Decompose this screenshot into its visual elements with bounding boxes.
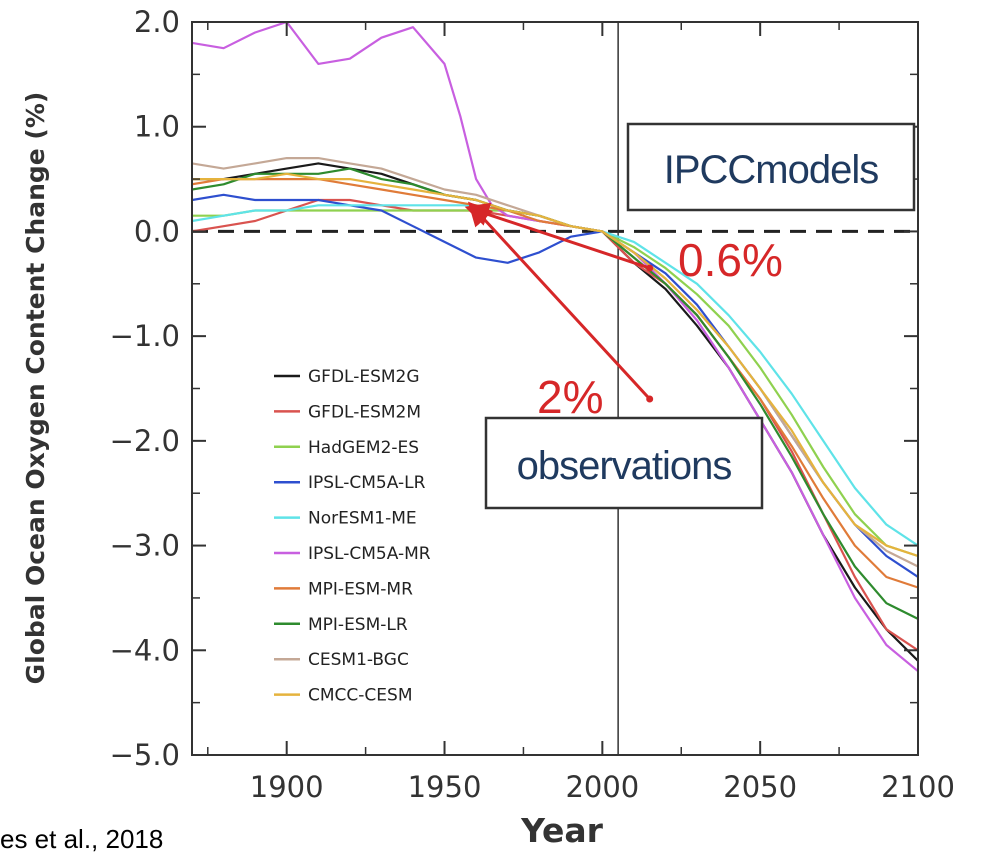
observations-arrow-end <box>646 395 654 403</box>
legend-label: GFDL-ESM2G <box>308 367 420 387</box>
legend-label: MPI-ESM-MR <box>308 579 413 599</box>
y-tick-label: −4.0 <box>110 633 180 667</box>
x-tick-label: 1950 <box>408 770 482 804</box>
legend: GFDL-ESM2G GFDL-ESM2M HadGEM2-ES IPSL-CM5A-… <box>274 367 431 706</box>
legend-label: MPI-ESM-LR <box>308 615 408 635</box>
x-tick-label: 2000 <box>565 770 639 804</box>
legend-label: CESM1-BGC <box>308 650 409 670</box>
y-tick-label: 0.0 <box>134 214 180 248</box>
ipcc-models-label: IPCCmodels <box>664 148 879 192</box>
legend-label: HadGEM2-ES <box>308 438 419 458</box>
observations-change-label: 2% <box>537 371 603 423</box>
legend-label: NorESM1-ME <box>308 509 417 529</box>
annotations: IPCCmodels observations 0.6% 2% <box>464 122 916 510</box>
observations-label: observations <box>517 444 732 488</box>
series-line-ipsl-cm5a-mr <box>192 22 918 673</box>
y-tick-label: −5.0 <box>110 738 180 772</box>
ipcc-arrow-end <box>646 264 654 272</box>
x-tick-label: 2100 <box>881 770 955 804</box>
y-tick-label: −3.0 <box>110 529 180 563</box>
ipcc-arrow <box>464 202 651 270</box>
series-layer <box>192 22 918 673</box>
ipcc-models-box <box>626 122 916 212</box>
y-tick-label: −1.0 <box>110 319 180 353</box>
y-tick-label: −2.0 <box>110 424 180 458</box>
y-axis-title: Global Ocean Oxygen Content Change (%) <box>21 92 50 685</box>
ipcc-change-label: 0.6% <box>678 234 783 286</box>
observations-arrow <box>467 201 651 400</box>
x-tick-label: 2050 <box>723 770 797 804</box>
legend-label: GFDL-ESM2M <box>308 402 421 422</box>
observations-box <box>484 416 764 510</box>
x-tick-label: 1900 <box>250 770 324 804</box>
legend-label: CMCC-CESM <box>308 686 412 706</box>
plot-area <box>192 22 918 755</box>
series-line-cmcc-cesm <box>192 172 918 558</box>
legend-label: IPSL-CM5A-LR <box>308 473 426 493</box>
y-tick-label: 1.0 <box>134 110 180 144</box>
y-tick-label: 2.0 <box>134 5 180 39</box>
x-axis-title: Year <box>520 811 604 850</box>
legend-label: IPSL-CM5A-MR <box>308 544 431 564</box>
axes: 1900 1950 2000 2050 2100 2.0 1.0 0.0 −1.0 −2.0 −3.… <box>110 5 955 804</box>
citation: es et al., 2018 <box>0 824 163 852</box>
